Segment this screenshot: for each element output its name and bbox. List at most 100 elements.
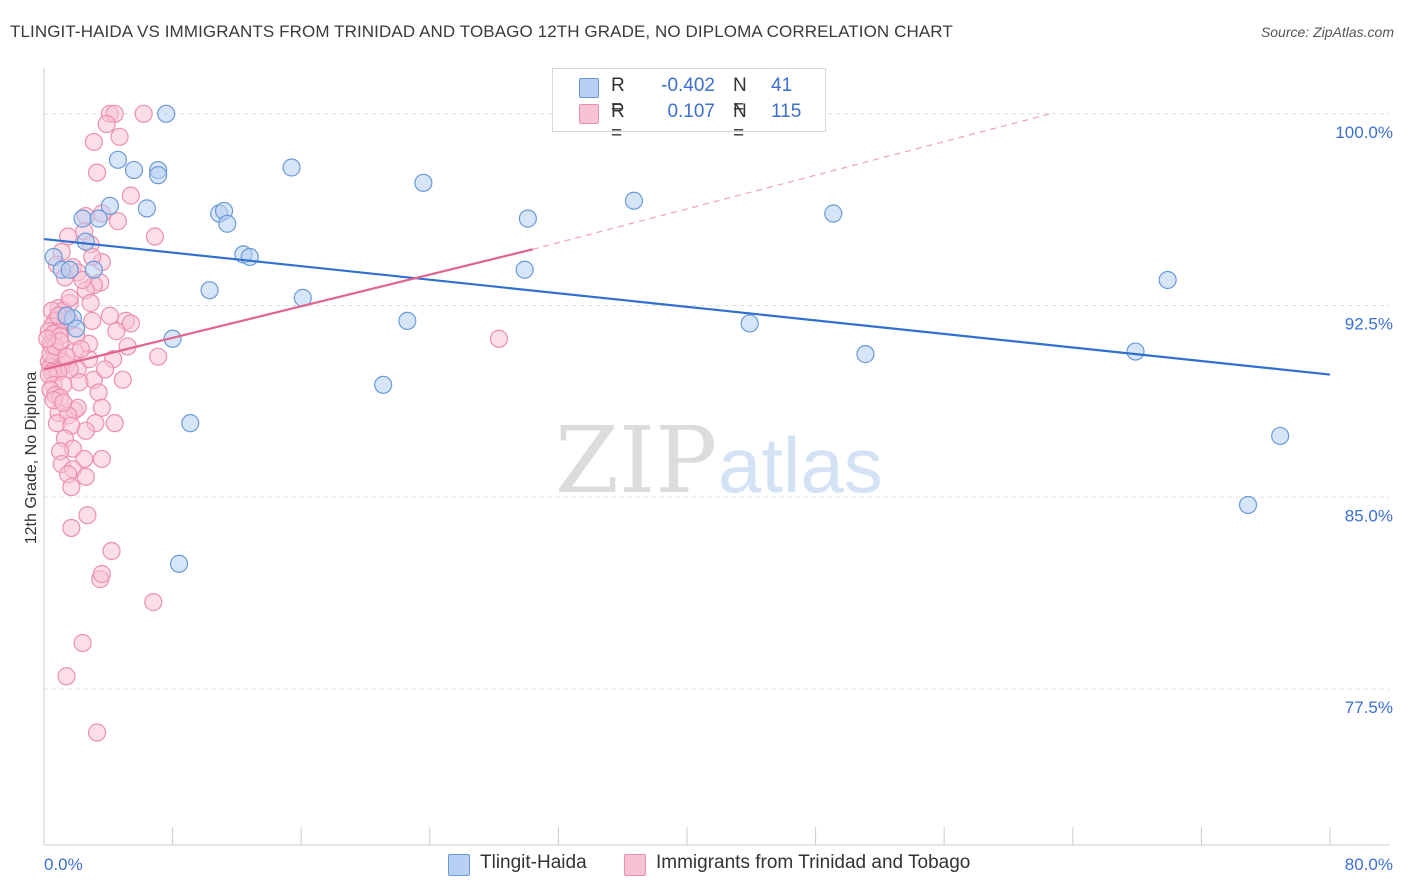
tlingit-point xyxy=(856,345,875,364)
immigrants-point xyxy=(95,360,115,379)
tlingit-point xyxy=(200,281,219,300)
immigrants-trend-extension xyxy=(532,113,1051,250)
legend-n-value: 115 xyxy=(771,101,802,122)
immigrants-point xyxy=(75,449,94,469)
immigrants-point xyxy=(97,114,116,134)
tlingit-point xyxy=(374,375,393,394)
legend-r-value: -0.402 xyxy=(661,75,715,96)
immigrants-point xyxy=(121,314,140,333)
tlingit-point xyxy=(60,260,79,279)
y-tick-label: 77.5% xyxy=(1345,698,1393,717)
tlingit-point xyxy=(1158,270,1177,290)
immigrants-point xyxy=(81,293,100,313)
tlingit-point xyxy=(218,214,237,233)
stats-legend: R = -0.402 N = 41 R = 0.107 N = 115 xyxy=(552,68,826,144)
series-tlingit-points xyxy=(44,104,1290,573)
immigrants-point xyxy=(73,633,92,653)
immigrants-point xyxy=(121,186,140,205)
immigrants-point xyxy=(489,329,509,348)
immigrants-point xyxy=(84,132,103,152)
immigrants-point xyxy=(70,373,89,392)
tlingit-point xyxy=(169,554,189,573)
y-tick-label: 85.0% xyxy=(1345,506,1393,525)
tlingit-point xyxy=(84,260,103,279)
legend-swatch-blue xyxy=(579,78,599,98)
legend-r-value: 0.107 xyxy=(667,101,715,122)
source-label: Source: ZipAtlas.com xyxy=(1260,24,1394,40)
axes xyxy=(43,68,1390,846)
immigrants-point xyxy=(92,449,111,469)
immigrants-point xyxy=(102,541,121,561)
legend-n-value: 41 xyxy=(771,75,793,96)
legend-r-label: R = xyxy=(611,101,625,144)
immigrants-point xyxy=(110,127,129,146)
x-tick-label-min: 0.0% xyxy=(44,855,83,874)
immigrants-point xyxy=(76,467,95,486)
legend-n-label: N = xyxy=(733,101,747,144)
bottom-legend-swatch-blue xyxy=(448,854,470,876)
tlingit-point xyxy=(414,173,433,192)
tlingit-point xyxy=(137,199,156,218)
bottom-legend-label: Immigrants from Trinidad and Tobago xyxy=(656,852,971,873)
tlingit-point xyxy=(124,160,144,180)
tlingit-point xyxy=(1271,426,1290,446)
tlingit-point xyxy=(282,158,301,177)
immigrants-point xyxy=(145,227,165,246)
immigrants-point xyxy=(38,329,57,348)
immigrants-trend-line xyxy=(43,248,533,371)
tlingit-point xyxy=(181,414,200,433)
tlingit-point xyxy=(1238,495,1258,515)
immigrants-point xyxy=(89,383,108,402)
tlingit-point xyxy=(518,209,537,228)
tlingit-point xyxy=(740,314,759,333)
grid-lines xyxy=(44,113,1390,690)
tlingit-point xyxy=(76,232,95,251)
tlingit-point xyxy=(67,319,86,338)
immigrants-point xyxy=(92,564,111,584)
tlingit-point xyxy=(100,196,120,215)
immigrants-point xyxy=(57,347,76,366)
immigrants-point xyxy=(87,723,107,742)
legend-swatch-pink xyxy=(579,104,599,124)
bottom-legend-label: Tlingit-Haida xyxy=(480,852,587,873)
immigrants-point xyxy=(62,477,81,497)
immigrants-point xyxy=(78,506,97,525)
immigrants-point xyxy=(62,518,81,538)
immigrants-point xyxy=(60,288,79,307)
legend-n-label: N = xyxy=(733,75,747,118)
tlingit-point xyxy=(57,306,76,325)
tlingit-point xyxy=(824,204,843,223)
immigrants-point xyxy=(73,270,92,290)
immigrants-point xyxy=(57,667,76,686)
tlingit-point xyxy=(398,311,417,330)
tlingit-trend-line xyxy=(43,237,1331,376)
trend-lines xyxy=(43,113,1331,376)
immigrants-point xyxy=(149,347,168,366)
tlingit-point xyxy=(73,209,92,228)
immigrants-point xyxy=(54,393,73,412)
immigrants-point xyxy=(100,306,120,325)
y-tick-label: 92.5% xyxy=(1345,315,1393,334)
tlingit-point xyxy=(89,209,108,228)
y-tick-labels: 77.5% 85.0% 92.5% 100.0% xyxy=(1335,123,1393,717)
chart-title: TLINGIT-HAIDA VS IMMIGRANTS FROM TRINIDA… xyxy=(10,22,953,41)
tlingit-point xyxy=(240,247,259,267)
tlingit-point xyxy=(44,247,63,267)
tlingit-point xyxy=(149,166,168,185)
y-axis-title: 12th Grade, No Diploma xyxy=(23,372,40,545)
watermark-atlas: atlas xyxy=(718,421,883,509)
x-tick-label-max: 80.0% xyxy=(1345,855,1393,874)
tlingit-point xyxy=(108,150,128,169)
tlingit-point xyxy=(624,191,644,210)
immigrants-point xyxy=(144,593,163,612)
tlingit-point xyxy=(1126,342,1145,361)
immigrants-point xyxy=(71,339,91,359)
bottom-legend-swatch-pink xyxy=(624,854,646,876)
watermark-zip: ZIP xyxy=(555,407,717,514)
immigrants-point xyxy=(108,212,128,231)
y-tick-label: 100.0% xyxy=(1335,123,1393,142)
immigrants-point xyxy=(87,163,107,182)
immigrants-point xyxy=(113,370,132,389)
immigrants-point xyxy=(107,322,126,341)
